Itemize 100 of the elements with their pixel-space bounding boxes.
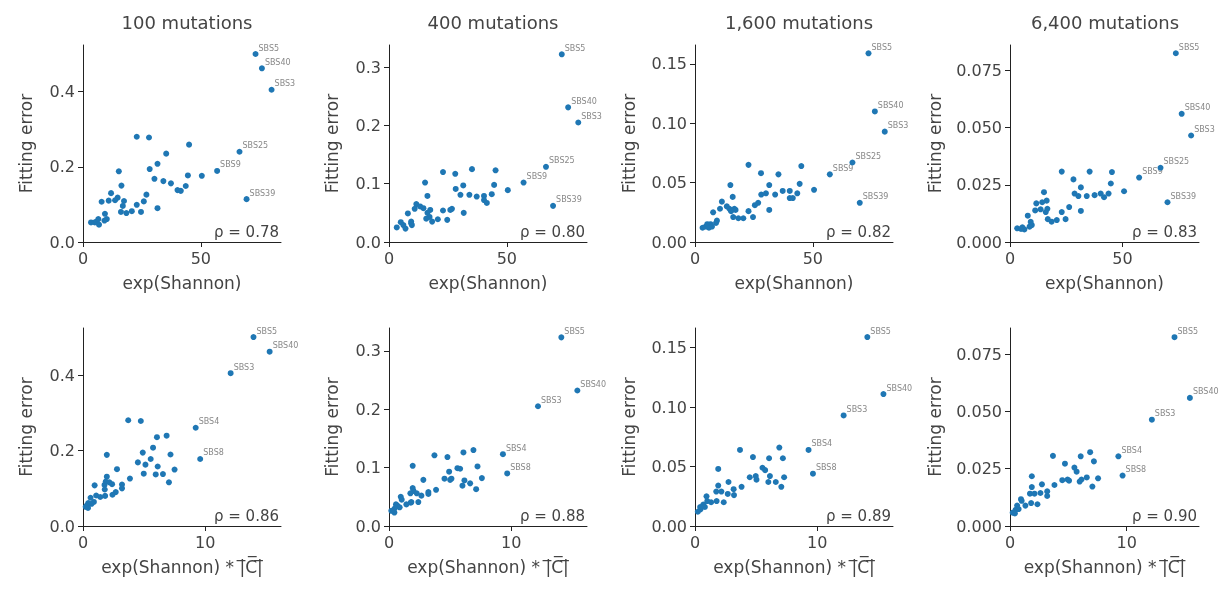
- y-tick-label: 0.4: [49, 365, 75, 385]
- annotation: SBS4: [811, 439, 833, 449]
- y-tick-label: 0.075: [956, 61, 1002, 81]
- annotation: SBS40: [886, 383, 913, 393]
- x-tick-label: 0: [383, 248, 395, 268]
- x-axis-title: exp(Shannon) * |̅C̅|̅: [407, 555, 570, 577]
- y-tick-label: 0.025: [956, 459, 1002, 479]
- x-tick-label: 0: [1004, 248, 1016, 268]
- y-tick-label: 0.0: [355, 232, 381, 252]
- y-axis-title: Fitting error: [15, 93, 36, 194]
- annotation: SBS8: [1125, 465, 1147, 475]
- x-tick-label: 0: [383, 532, 395, 552]
- annotation: ρ = 0.82: [825, 222, 891, 241]
- x-tick-label: 10: [807, 532, 828, 552]
- y-tick-label: 0.1: [355, 458, 381, 478]
- chart-title: 100 mutations: [121, 11, 253, 33]
- x-tick-label: 0: [1004, 532, 1016, 552]
- annotation: SBS40: [272, 341, 299, 351]
- annotation: SBS3: [540, 395, 562, 405]
- annotation: SBS5: [564, 43, 586, 53]
- y-tick-label: 0.050: [956, 401, 1002, 421]
- y-axis-title: Fitting error: [618, 377, 639, 477]
- annotation: SBS4: [1121, 445, 1142, 455]
- annotation: ρ = 0.80: [519, 222, 585, 241]
- y-tick-label: 0.000: [956, 516, 1002, 536]
- annotation: SBS25: [548, 156, 575, 166]
- chart-title: 6,400 mutations: [1030, 11, 1180, 33]
- x-axis-title: exp(Shannon) * |̅C̅|̅: [1023, 555, 1187, 577]
- y-tick-label: 0.2: [355, 115, 381, 135]
- annotation: SBS5: [1177, 326, 1199, 336]
- annotation: SBS3: [274, 79, 296, 89]
- x-axis-title: exp(Shannon) * |̅C̅|̅: [101, 555, 264, 577]
- annotation: ρ = 0.83: [1131, 222, 1197, 241]
- chart-title: 1,600 mutations: [724, 11, 874, 33]
- y-axis-title: Fitting error: [924, 93, 945, 194]
- annotation: SBS39: [556, 195, 582, 205]
- y-tick-label: 0.05: [651, 173, 687, 193]
- y-tick-label: 0.2: [49, 441, 75, 461]
- y-axis-title: Fitting error: [618, 93, 639, 194]
- y-tick-label: 0.10: [651, 397, 687, 417]
- annotation: SBS3: [581, 112, 602, 122]
- y-tick-label: 0.050: [956, 118, 1002, 138]
- annotation: SBS5: [258, 43, 280, 53]
- x-axis-title: exp(Shannon): [428, 272, 548, 293]
- annotation: SBS40: [264, 57, 291, 67]
- x-tick-label: 50: [190, 248, 212, 268]
- annotation: ρ = 0.78: [213, 222, 279, 241]
- x-tick-label: 50: [802, 248, 824, 268]
- y-tick-label: 0.00: [651, 516, 687, 536]
- annotation: SBS3: [887, 121, 909, 131]
- annotation: SBS8: [815, 463, 837, 473]
- x-tick-label: 50: [496, 248, 518, 268]
- y-axis-title: Fitting error: [321, 93, 342, 194]
- annotation: SBS3: [233, 362, 255, 372]
- y-tick-label: 0.2: [355, 399, 381, 419]
- y-tick-label: 0.0: [49, 516, 75, 536]
- annotation: ρ = 0.86: [213, 506, 279, 525]
- x-axis-title: exp(Shannon) * |̅C̅|̅: [713, 555, 876, 577]
- y-tick-label: 0.1: [355, 174, 381, 194]
- annotation: SBS40: [1192, 387, 1219, 397]
- x-tick-label: 0: [77, 532, 89, 552]
- annotation: SBS40: [580, 380, 607, 389]
- annotation: SBS3: [1194, 125, 1215, 134]
- annotation: SBS4: [505, 443, 527, 453]
- y-tick-label: 0.3: [355, 57, 381, 77]
- annotation: SBS9: [832, 163, 854, 173]
- y-tick-label: 0.0: [355, 516, 381, 536]
- annotation: SBS9: [526, 172, 548, 182]
- y-axis-title: Fitting error: [321, 377, 342, 477]
- chart-title: 400 mutations: [427, 11, 559, 33]
- annotation: SBS5: [870, 326, 891, 336]
- y-tick-label: 0.0: [49, 232, 75, 252]
- x-axis-title: exp(Shannon): [734, 272, 854, 293]
- annotation: SBS39: [862, 192, 889, 202]
- y-tick-label: 0.025: [956, 175, 1002, 195]
- x-tick-label: 50: [1112, 248, 1133, 268]
- annotation: SBS25: [855, 151, 882, 161]
- y-tick-label: 0.10: [651, 113, 687, 133]
- annotation: SBS5: [1178, 42, 1200, 52]
- x-tick-label: 0: [689, 532, 701, 552]
- annotation: ρ = 0.88: [519, 506, 585, 525]
- y-tick-label: 0.05: [651, 457, 687, 477]
- y-tick-label: 0.3: [355, 341, 381, 361]
- x-axis-title: exp(Shannon): [1045, 272, 1164, 293]
- y-tick-label: 0.2: [49, 157, 75, 177]
- y-tick-label: 0.075: [956, 344, 1002, 364]
- annotation: SBS8: [510, 462, 531, 472]
- y-tick-label: 0.4: [49, 82, 75, 102]
- x-tick-label: 0: [77, 248, 89, 268]
- annotation: SBS40: [877, 100, 904, 110]
- annotation: SBS40: [1184, 103, 1211, 113]
- annotation: ρ = 0.90: [1131, 506, 1197, 525]
- y-tick-label: 0.00: [651, 232, 687, 252]
- x-tick-label: 10: [195, 532, 216, 552]
- y-axis-title: Fitting error: [15, 377, 36, 477]
- x-tick-label: 0: [689, 248, 701, 268]
- y-tick-label: 0.15: [651, 54, 687, 74]
- annotation: SBS5: [871, 42, 893, 52]
- annotation: SBS25: [242, 141, 269, 151]
- annotation: SBS4: [198, 417, 220, 427]
